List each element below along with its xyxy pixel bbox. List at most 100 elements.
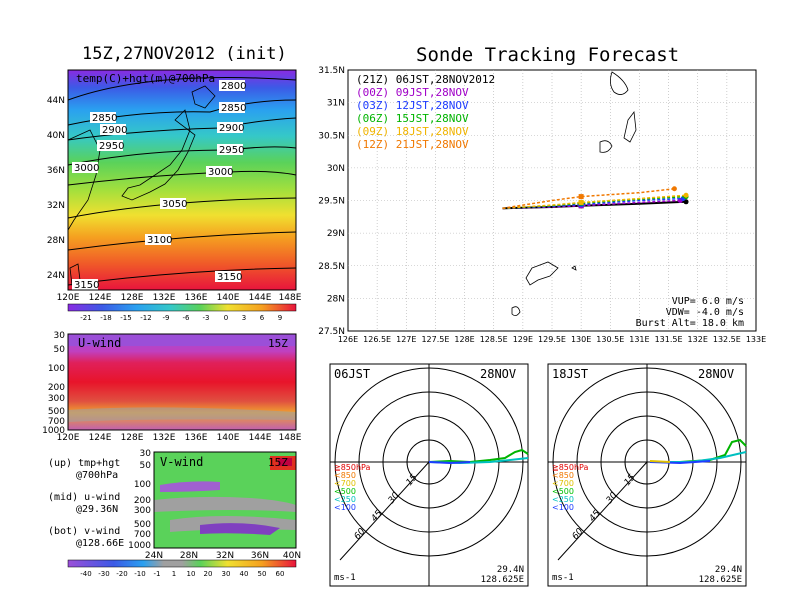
top-map-lon-ticks: 120E 124E 128E 132E 136E 140E 144E 148E — [57, 293, 302, 303]
svg-text:-18: -18 — [100, 314, 111, 322]
uwind-lon-ticks: 120E 124E 128E 132E 136E 140E 144E 148E — [57, 433, 302, 443]
svg-text:-1: -1 — [154, 570, 161, 578]
svg-text:3: 3 — [242, 314, 246, 322]
temp-field — [68, 70, 296, 290]
vwind-label: V-wind — [160, 455, 203, 469]
svg-text:-3: -3 — [203, 314, 210, 322]
svg-text:124E: 124E — [89, 433, 112, 443]
svg-text:700: 700 — [48, 417, 65, 427]
svg-text:-21: -21 — [80, 314, 91, 322]
svg-text:9: 9 — [278, 314, 282, 322]
top-map-lat-ticks: 44N 40N 36N 32N 28N 24N — [47, 96, 65, 281]
svg-text:-6: -6 — [183, 314, 191, 322]
vup-text: VUP= 6.0 m/s — [671, 296, 744, 307]
svg-text:32N: 32N — [216, 551, 234, 561]
track-legend: (21Z) 06JST,28NOV2012 (00Z) 09JST,28NOV … — [356, 73, 495, 151]
contour-label: 2900 — [219, 123, 244, 134]
legend-item-03z: (03Z) 12JST,28NOV — [356, 99, 469, 112]
svg-text:148E: 148E — [279, 433, 302, 443]
contour-label: 3000 — [74, 163, 99, 174]
wind-colorbar-labels: -40 -30 -20 -10 -1 1 10 20 30 40 50 60 — [80, 570, 284, 578]
note-mid-sub: @29.36N — [76, 504, 119, 515]
svg-text:-30: -30 — [98, 570, 109, 578]
svg-text:50: 50 — [140, 461, 152, 471]
note-bot: (bot) v-wind — [48, 526, 121, 537]
svg-text:100: 100 — [48, 364, 65, 374]
legend-item-09z: (09Z) 18JST,28NOV — [356, 125, 469, 138]
svg-text:132E: 132E — [153, 293, 176, 303]
coastline-korea — [67, 129, 101, 232]
svg-text:6: 6 — [260, 314, 265, 322]
svg-text:30: 30 — [54, 331, 66, 341]
svg-text:36N: 36N — [251, 551, 269, 561]
contour-label: 3100 — [147, 235, 172, 246]
svg-text:32N: 32N — [47, 201, 65, 211]
svg-text:128E: 128E — [121, 433, 144, 443]
top-map-label: temp(C)+hgt(m)@700hPa — [76, 72, 215, 85]
svg-text:1: 1 — [172, 570, 176, 578]
svg-text:24N: 24N — [47, 271, 65, 281]
contour-labels: 2800 2850 2850 2900 2900 2950 2950 3000 … — [72, 80, 246, 291]
svg-text:500: 500 — [134, 520, 151, 530]
svg-text:50: 50 — [54, 345, 66, 355]
right-title: Sonde Tracking Forecast — [416, 44, 680, 66]
contour-label: 2950 — [219, 145, 244, 156]
svg-text:-9: -9 — [163, 314, 170, 322]
svg-text:44N: 44N — [47, 96, 65, 106]
svg-text:-15: -15 — [120, 314, 131, 322]
burst-alt-text: Burst Alt= 18.0 km — [635, 318, 744, 329]
svg-text:200: 200 — [134, 496, 151, 506]
svg-text:144E: 144E — [249, 293, 272, 303]
svg-text:120E: 120E — [57, 293, 80, 303]
svg-text:128E: 128E — [121, 293, 144, 303]
legend-item-21z: (21Z) 06JST,28NOV2012 — [356, 73, 496, 86]
svg-text:30: 30 — [140, 449, 152, 459]
svg-text:60: 60 — [276, 570, 285, 578]
svg-text:1000: 1000 — [128, 541, 151, 551]
svg-text:140E: 140E — [217, 433, 240, 443]
coastline-japan — [121, 109, 196, 201]
panel-notes: (up) tmp+hgt @700hPa (mid) u-wind @29.36… — [48, 458, 124, 550]
svg-text:-40: -40 — [80, 570, 91, 578]
vwind-time: 15Z — [268, 456, 288, 469]
svg-text:132E: 132E — [153, 433, 176, 443]
svg-text:30: 30 — [222, 570, 231, 578]
svg-text:20: 20 — [204, 570, 213, 578]
svg-text:-20: -20 — [116, 570, 127, 578]
vwind-p-ticks: 30 50 100 200 300 500 700 1000 — [128, 449, 151, 551]
contour-label: 3000 — [208, 167, 233, 178]
contour-label: 2800 — [221, 81, 246, 92]
svg-text:-12: -12 — [140, 314, 151, 322]
svg-text:24N: 24N — [145, 551, 163, 561]
uwind-time: 15Z — [268, 337, 288, 350]
svg-text:28N: 28N — [180, 551, 198, 561]
svg-text:-10: -10 — [134, 570, 145, 578]
legend-item-12z: (12Z) 21JST,28NOV — [356, 138, 469, 151]
svg-text:136E: 136E — [185, 433, 208, 443]
temp-colorbar-labels: -21 -18 -15 -12 -9 -6 -3 0 3 6 9 — [80, 314, 282, 322]
svg-text:700: 700 — [134, 530, 151, 540]
svg-text:144E: 144E — [249, 433, 272, 443]
svg-text:148E: 148E — [279, 293, 302, 303]
svg-text:1000: 1000 — [42, 426, 65, 436]
svg-text:200: 200 — [48, 383, 65, 393]
svg-text:28N: 28N — [47, 236, 65, 246]
svg-text:36N: 36N — [47, 166, 65, 176]
svg-text:100: 100 — [134, 480, 151, 490]
svg-text:10: 10 — [187, 570, 196, 578]
note-mid: (mid) u-wind — [48, 492, 121, 503]
svg-text:40: 40 — [240, 570, 249, 578]
contour-label: 2950 — [99, 141, 124, 152]
contour-label: 2900 — [102, 125, 127, 136]
uwind-frame — [67, 333, 297, 431]
svg-text:40N: 40N — [47, 131, 65, 141]
svg-text:50: 50 — [258, 570, 267, 578]
contour-label: 2850 — [92, 113, 117, 124]
legend-item-00z: (00Z) 09JST,28NOV — [356, 86, 469, 99]
svg-text:0: 0 — [224, 314, 228, 322]
svg-text:124E: 124E — [89, 293, 112, 303]
note-up-sub: @700hPa — [76, 470, 119, 481]
uwind-p-ticks: 30 50 100 200 300 500 700 1000 — [42, 331, 65, 436]
vdw-text: VDW= -4.0 m/s — [665, 307, 744, 318]
svg-text:40N: 40N — [283, 551, 301, 561]
